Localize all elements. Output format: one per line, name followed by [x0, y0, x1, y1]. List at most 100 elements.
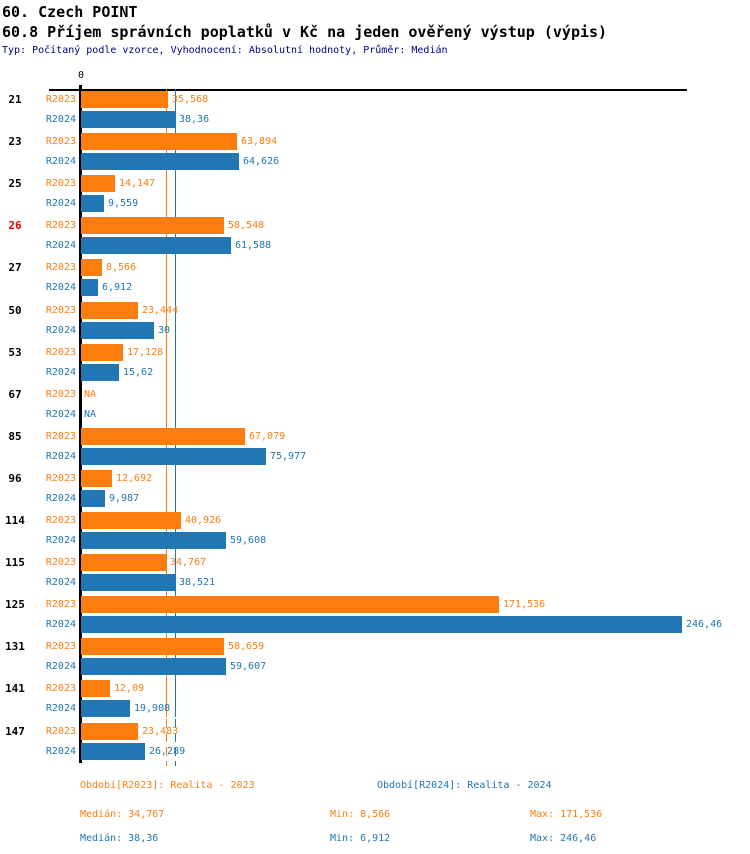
bar-value-r2024: 19,908 — [134, 703, 171, 714]
stat-min-r2024: Min: 6,912 — [330, 833, 391, 844]
series-label-r2024: R2024 — [45, 156, 76, 167]
series-label-r2024: R2024 — [45, 577, 76, 588]
series-label-r2024: R2024 — [45, 325, 76, 336]
bar-r2023 — [81, 259, 102, 276]
series-label-r2023: R2023 — [45, 515, 76, 526]
axis-zero-tick-label: 0 — [77, 70, 85, 81]
stat-median-r2024: Medián: 38,36 — [80, 833, 159, 844]
series-label-r2024: R2024 — [45, 619, 76, 630]
category-label: 96 — [8, 472, 22, 485]
category-label: 141 — [5, 682, 25, 695]
bar-r2024 — [81, 658, 226, 675]
bar-r2023 — [81, 91, 168, 108]
report-meta-line: Typ: Počítaný podle vzorce, Vyhodnocení:… — [2, 45, 448, 56]
series-label-r2023: R2023 — [45, 347, 76, 358]
bar-value-r2024: 59,607 — [230, 661, 267, 672]
category-label: 85 — [8, 430, 22, 443]
bar-r2024 — [81, 743, 145, 760]
bar-value-r2024: 38,521 — [179, 577, 216, 588]
bar-value-r2023: 35,568 — [172, 94, 209, 105]
series-label-r2023: R2023 — [45, 641, 76, 652]
series-label-r2023: R2023 — [45, 178, 76, 189]
bar-value-r2023: 8,566 — [106, 262, 137, 273]
report-subtitle: 60.8 Příjem správních poplatků v Kč na j… — [2, 23, 608, 41]
series-label-r2024: R2024 — [45, 746, 76, 757]
bar-value-r2023: 14,147 — [119, 178, 156, 189]
stat-min-r2023: Min: 8,566 — [330, 809, 391, 820]
bar-r2024 — [81, 448, 266, 465]
bar-r2024 — [81, 279, 98, 296]
bar-value-r2024: 6,912 — [102, 282, 133, 293]
bar-r2024 — [81, 574, 175, 591]
bar-value-r2024: 64,626 — [243, 156, 280, 167]
bar-r2024 — [81, 111, 175, 128]
series-label-r2024: R2024 — [45, 661, 76, 672]
bar-value-r2023: 171,536 — [503, 599, 546, 610]
bar-r2024 — [81, 237, 231, 254]
category-label: 114 — [5, 514, 25, 527]
category-label: 131 — [5, 640, 25, 653]
series-label-r2024: R2024 — [45, 198, 76, 209]
category-label: 21 — [8, 93, 22, 106]
stat-max-r2023: Max: 171,536 — [530, 809, 603, 820]
series-label-r2024: R2024 — [45, 282, 76, 293]
bar-value-r2023: 63,894 — [241, 136, 278, 147]
bar-r2023 — [81, 680, 110, 697]
bar-r2023 — [81, 723, 138, 740]
bar-value-r2024: 38,36 — [179, 114, 210, 125]
bar-value-r2023: 23,444 — [142, 305, 179, 316]
series-label-r2023: R2023 — [45, 220, 76, 231]
bar-value-r2024: 61,588 — [235, 240, 272, 251]
bar-value-r2023: 34,767 — [170, 557, 207, 568]
category-label: 50 — [8, 304, 22, 317]
bar-value-r2024: 9,987 — [109, 493, 140, 504]
bar-r2024 — [81, 700, 130, 717]
bar-value-r2023: 58,548 — [228, 220, 265, 231]
series-label-r2023: R2023 — [45, 94, 76, 105]
axis-top-line — [49, 89, 687, 91]
series-label-r2024: R2024 — [45, 451, 76, 462]
category-label: 27 — [8, 261, 22, 274]
series-label-r2023: R2023 — [45, 599, 76, 610]
bar-value-r2023: NA — [84, 389, 97, 400]
bar-r2024 — [81, 616, 682, 633]
series-label-r2023: R2023 — [45, 431, 76, 442]
category-label: 25 — [8, 177, 22, 190]
series-label-r2024: R2024 — [45, 409, 76, 420]
bar-r2024 — [81, 364, 119, 381]
bar-value-r2024: 30 — [158, 325, 171, 336]
bar-r2023 — [81, 302, 138, 319]
bar-value-r2024: 9,559 — [108, 198, 139, 209]
bar-value-r2023: 58,659 — [228, 641, 265, 652]
bar-r2023 — [81, 344, 123, 361]
bar-value-r2023: 12,692 — [116, 473, 153, 484]
series-label-r2023: R2023 — [45, 389, 76, 400]
bar-r2024 — [81, 532, 226, 549]
axis-zero-line — [79, 85, 82, 763]
category-label: 125 — [5, 598, 25, 611]
series-label-r2023: R2023 — [45, 136, 76, 147]
series-label-r2024: R2024 — [45, 703, 76, 714]
series-label-r2024: R2024 — [45, 367, 76, 378]
report-title: 60. Czech POINT — [2, 3, 138, 21]
series-label-r2024: R2024 — [45, 240, 76, 251]
bar-r2023 — [81, 133, 237, 150]
bar-r2023 — [81, 470, 112, 487]
stat-median-r2023: Medián: 34,767 — [80, 809, 165, 820]
bar-r2024 — [81, 490, 105, 507]
bar-value-r2023: 67,079 — [249, 431, 286, 442]
series-label-r2024: R2024 — [45, 114, 76, 125]
series-label-r2024: R2024 — [45, 493, 76, 504]
series-label-r2023: R2023 — [45, 305, 76, 316]
bar-value-r2024: 15,62 — [123, 367, 154, 378]
legend-r2024: Období[R2024]: Realita - 2024 — [377, 780, 552, 791]
bar-r2023 — [81, 638, 224, 655]
bar-r2023 — [81, 217, 224, 234]
bar-value-r2023: 12,09 — [114, 683, 145, 694]
bar-r2023 — [81, 175, 115, 192]
series-label-r2023: R2023 — [45, 683, 76, 694]
series-label-r2024: R2024 — [45, 535, 76, 546]
median-line-r2023 — [166, 89, 167, 766]
category-label: 26 — [8, 219, 22, 232]
